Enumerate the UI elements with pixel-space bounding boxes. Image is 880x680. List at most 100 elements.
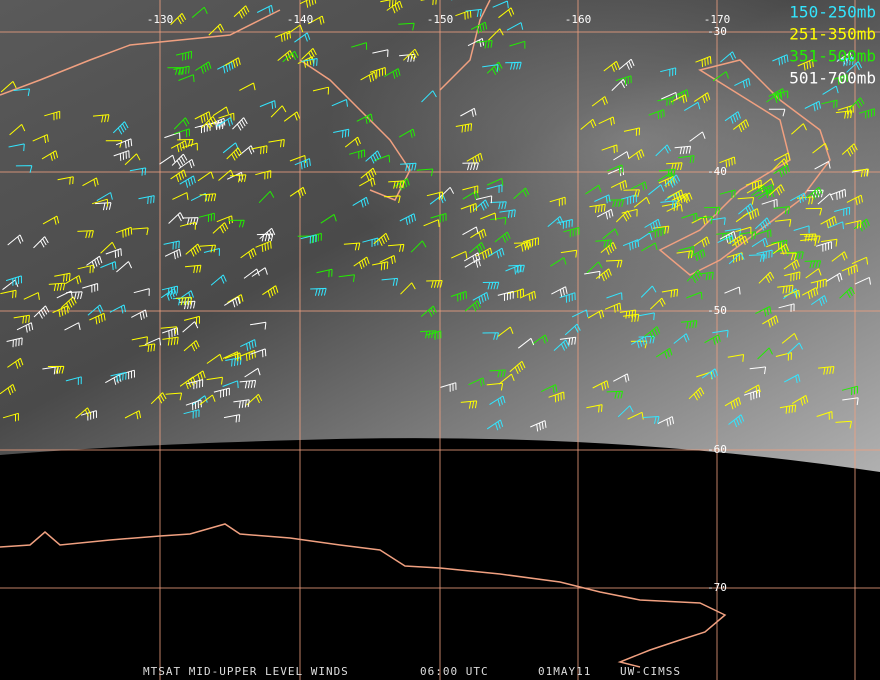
wind-barb <box>42 215 60 225</box>
wind-barb <box>57 176 74 185</box>
wind-barb <box>373 154 391 163</box>
wind-barb <box>470 21 488 34</box>
wind-barb <box>48 282 66 292</box>
wind-barb <box>783 289 801 299</box>
wind-barb <box>735 226 752 235</box>
wind-barb <box>831 74 848 85</box>
wind-barb <box>606 390 624 399</box>
wind-barb <box>0 289 17 299</box>
wind-barb <box>492 0 509 9</box>
wind-barb <box>179 175 196 188</box>
latitude-label: -40 <box>707 165 727 178</box>
wind-barb <box>212 106 230 117</box>
wind-barb <box>846 194 863 206</box>
wind-barb <box>189 370 206 382</box>
wind-barb <box>779 404 797 414</box>
wind-barb <box>563 227 580 238</box>
wind-barb <box>689 131 706 142</box>
wind-barb <box>239 82 256 91</box>
wind-barb <box>129 167 147 176</box>
wind-barb <box>213 387 230 398</box>
wind-barb <box>183 340 200 352</box>
wind-barb <box>846 61 863 73</box>
wind-barb <box>460 400 478 409</box>
wind-barb <box>728 252 745 265</box>
wind-barb <box>132 227 149 236</box>
wind-barb <box>282 50 299 63</box>
wind-barb <box>172 192 189 200</box>
wind-barb <box>80 410 97 421</box>
wind-barb <box>455 9 472 20</box>
wind-barb <box>797 59 814 71</box>
wind-barb <box>466 152 483 166</box>
wind-barb <box>601 144 618 154</box>
wind-barb <box>498 7 515 19</box>
wind-barb <box>109 304 126 314</box>
wind-barb <box>294 32 311 43</box>
wind-barb <box>673 333 690 344</box>
wind-barb <box>749 366 767 375</box>
wind-barb <box>224 57 241 68</box>
wind-barb <box>831 251 848 262</box>
wind-barb <box>674 145 692 155</box>
wind-barb <box>688 387 705 401</box>
wind-barb <box>486 61 503 76</box>
wind-barb <box>768 108 786 117</box>
wind-barb <box>704 206 721 215</box>
wind-barb <box>425 330 442 340</box>
wind-barb <box>586 404 603 413</box>
wind-barb <box>724 397 742 410</box>
wind-barb <box>181 142 198 151</box>
wind-barb <box>170 13 187 25</box>
wind-barb <box>821 99 838 109</box>
wind-barb <box>657 96 674 106</box>
wind-barb <box>719 156 736 168</box>
wind-barb <box>604 302 622 313</box>
wind-barb <box>652 225 670 234</box>
wind-barb <box>594 194 611 204</box>
longitude-label: -130 <box>147 13 174 26</box>
wind-barb <box>732 119 750 133</box>
wind-barb <box>165 392 183 401</box>
wind-barb <box>195 61 212 74</box>
wind-barb <box>744 384 761 394</box>
wind-barb <box>462 162 479 171</box>
wind-barb <box>105 248 122 258</box>
wind-barb <box>23 292 40 300</box>
wind-barb <box>778 303 795 312</box>
wind-barb <box>620 194 637 205</box>
wind-barb <box>194 111 211 124</box>
wind-barb <box>719 189 736 199</box>
legend: 150-250mb 251-350mb 351-500mb 501-700mb <box>789 3 876 88</box>
wind-barb <box>386 0 403 14</box>
wind-barb <box>622 313 640 323</box>
wind-barb <box>584 270 601 279</box>
wind-barb <box>250 321 267 330</box>
wind-barb <box>138 195 155 205</box>
wind-barb <box>595 268 612 282</box>
wind-barb <box>596 208 614 220</box>
wind-barb <box>486 382 504 391</box>
wind-barb <box>289 186 307 198</box>
wind-barb <box>804 260 822 269</box>
wind-barb <box>228 219 245 228</box>
wind-barb <box>179 221 196 230</box>
wind-barb <box>420 0 437 6</box>
wind-barb <box>667 189 684 202</box>
wind-barb <box>56 290 73 299</box>
wind-barb <box>399 213 416 226</box>
wind-barb <box>712 329 729 338</box>
wind-barb <box>159 154 176 165</box>
wind-barb <box>678 155 695 164</box>
wind-barb <box>426 191 443 200</box>
wind-barb <box>734 77 751 89</box>
wind-barb <box>836 52 853 65</box>
wind-barb <box>712 71 729 82</box>
wind-barb <box>94 202 112 211</box>
wind-barb <box>486 184 503 193</box>
wind-barb <box>206 353 223 364</box>
wind-barb <box>233 5 250 19</box>
wind-barb <box>294 158 311 170</box>
wind-barb <box>655 144 672 157</box>
